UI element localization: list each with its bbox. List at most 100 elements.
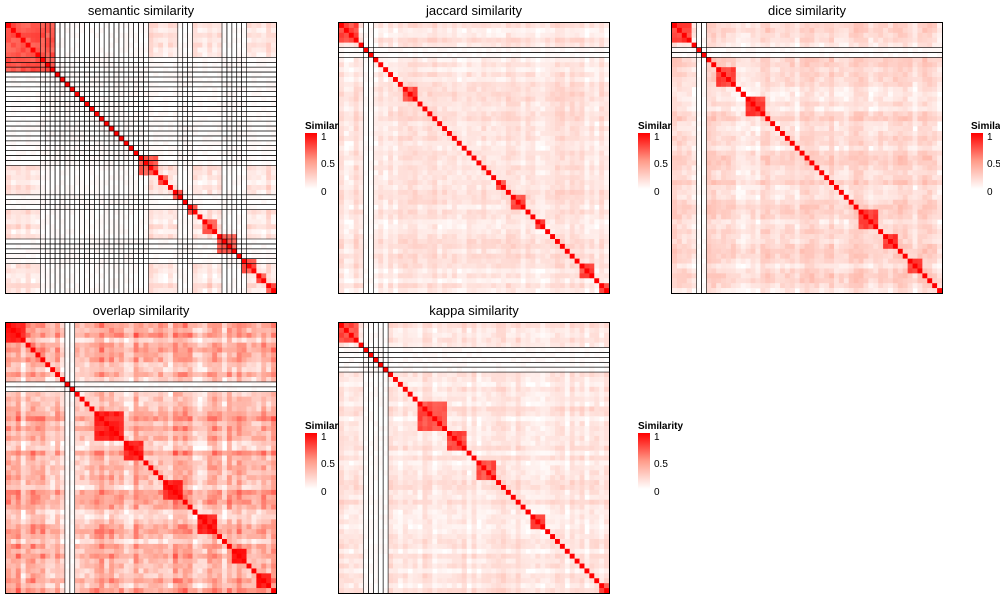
- heatmap-cell: [383, 234, 389, 240]
- heatmap-cell: [456, 248, 463, 255]
- heatmap-cell: [510, 52, 517, 58]
- heatmap-cell: [50, 72, 56, 78]
- heatmap-cell: [99, 116, 105, 122]
- heatmap-cell: [109, 42, 115, 48]
- heatmap-cell: [402, 288, 409, 293]
- heatmap-cell: [520, 57, 526, 63]
- heatmap-cell: [128, 175, 134, 181]
- heatmap-cell: [486, 234, 492, 240]
- heatmap-cell: [35, 180, 41, 186]
- heatmap-cell: [383, 229, 389, 235]
- heatmap-cell: [417, 219, 423, 225]
- heatmap-cell: [437, 37, 443, 43]
- heatmap-cell: [466, 239, 472, 245]
- heatmap-cell: [138, 155, 144, 161]
- heatmap-cell: [363, 57, 369, 63]
- heatmap-cell: [251, 47, 257, 53]
- heatmap-cell: [427, 194, 433, 201]
- heatmap-cell: [417, 283, 423, 289]
- heatmap-cell: [432, 32, 438, 39]
- heatmap-cell: [809, 37, 815, 43]
- heatmap-cell: [158, 32, 164, 39]
- heatmap-cell: [241, 67, 247, 73]
- legend-title: Similarity: [638, 121, 684, 132]
- heatmap-cell: [447, 96, 453, 102]
- heatmap-cell: [584, 160, 590, 166]
- heatmap-cell: [510, 263, 517, 269]
- heatmap-cell: [530, 86, 536, 93]
- heatmap-cell: [471, 116, 477, 122]
- heatmap-cell: [878, 27, 884, 34]
- heatmap-cell: [383, 81, 389, 88]
- heatmap-cell: [231, 155, 238, 161]
- heatmap-cell: [368, 52, 374, 58]
- heatmap-cell: [569, 273, 575, 279]
- heatmap-cell: [594, 248, 600, 255]
- heatmap-cell: [368, 131, 374, 137]
- heatmap-cell: [432, 57, 438, 63]
- heatmap-cell: [555, 77, 561, 83]
- heatmap-cell: [138, 224, 144, 230]
- heatmap-cell: [368, 86, 374, 93]
- heatmap-cell: [579, 37, 585, 43]
- heatmap-cell: [471, 121, 477, 127]
- heatmap-cell: [594, 268, 600, 274]
- heatmap-cell: [505, 121, 512, 127]
- heatmap-cell: [402, 86, 409, 93]
- heatmap-cell: [207, 52, 213, 58]
- heatmap-cell: [594, 165, 600, 171]
- heatmap-cell: [466, 189, 472, 196]
- heatmap-cell: [897, 23, 904, 29]
- heatmap-cell: [594, 180, 600, 186]
- heatmap-cell: [128, 278, 134, 284]
- heatmap-cell: [451, 239, 458, 245]
- heatmap-cell: [721, 37, 727, 43]
- heatmap-cell: [437, 62, 443, 68]
- heatmap-cell: [447, 224, 453, 230]
- heatmap-cell: [192, 273, 198, 279]
- heatmap-cell: [584, 165, 590, 171]
- heatmap-cell: [123, 32, 130, 39]
- heatmap-cell: [486, 243, 492, 250]
- heatmap-cell: [138, 23, 144, 29]
- heatmap-cell: [789, 23, 796, 29]
- heatmap-cell: [251, 234, 257, 240]
- heatmap-cell: [496, 185, 502, 191]
- heatmap-cell: [525, 155, 531, 161]
- heatmap-cell: [128, 116, 134, 122]
- heatmap-cell: [138, 189, 144, 196]
- heatmap-cell: [339, 288, 345, 293]
- heatmap-cell: [192, 263, 198, 269]
- heatmap-cell: [10, 219, 17, 225]
- heatmap-cell: [447, 126, 453, 132]
- heatmap-cell: [530, 209, 536, 215]
- heatmap-cell: [25, 57, 31, 63]
- heatmap-cell: [353, 253, 359, 259]
- heatmap-cell: [69, 126, 76, 132]
- heatmap-cell: [530, 199, 536, 205]
- heatmap-cell: [550, 62, 556, 68]
- heatmap-cell: [486, 106, 492, 112]
- heatmap-cell: [574, 81, 580, 88]
- heatmap-cell: [559, 145, 566, 151]
- heatmap-cell: [545, 77, 551, 83]
- heatmap-cell: [451, 111, 458, 117]
- heatmap-cell: [535, 263, 541, 269]
- heatmap-cell: [824, 32, 830, 39]
- heatmap-cell: [182, 219, 188, 225]
- heatmap-cell: [187, 258, 193, 264]
- heatmap-cell: [158, 189, 164, 196]
- heatmap-cell: [530, 126, 536, 132]
- heatmap-cell: [84, 253, 90, 259]
- heatmap-cell: [559, 175, 566, 181]
- heatmap-cell: [172, 278, 179, 284]
- heatmap-cell: [114, 77, 120, 83]
- heatmap-cell: [358, 248, 364, 255]
- heatmap-cell: [138, 131, 144, 137]
- heatmap-cell: [10, 81, 17, 88]
- heatmap-cell: [804, 32, 810, 39]
- heatmap-cell: [388, 243, 394, 250]
- heatmap-cell: [163, 86, 169, 93]
- heatmap-cell: [148, 86, 154, 93]
- heatmap-cell: [417, 209, 423, 215]
